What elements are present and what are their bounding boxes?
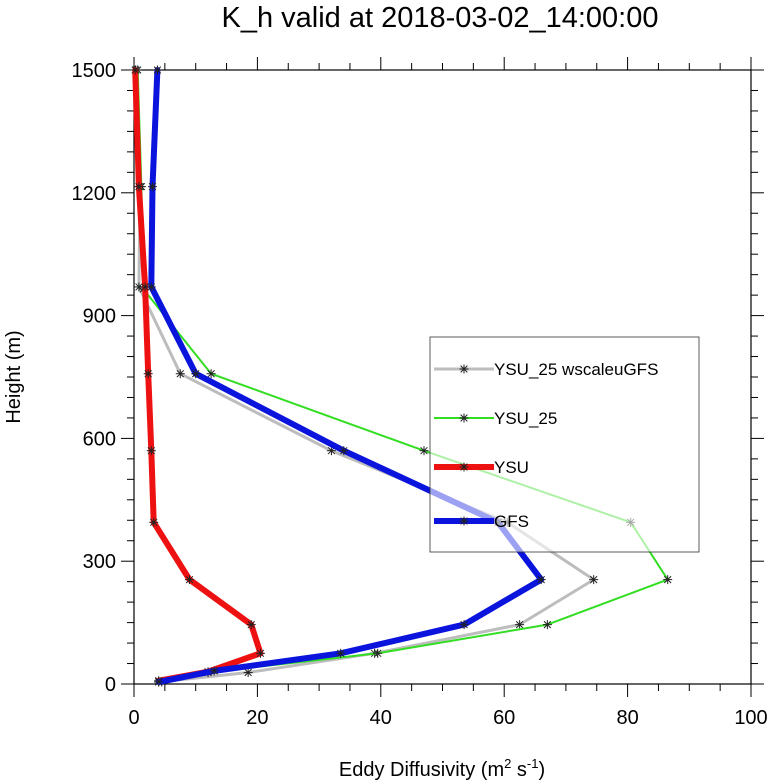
series-point-2 bbox=[134, 182, 144, 192]
series-point-3 bbox=[536, 575, 546, 585]
y-tick-label: 900 bbox=[83, 306, 116, 328]
series-point-1 bbox=[373, 648, 383, 658]
legend: YSU_25 wscaleuGFS YSU_25 YSU GFS bbox=[429, 336, 700, 553]
series-point-3 bbox=[459, 620, 469, 630]
x-axis-label-sup1: 2 bbox=[504, 756, 511, 771]
series-point-3 bbox=[152, 65, 162, 75]
series-point-0 bbox=[589, 575, 599, 585]
y-tick-label: 1500 bbox=[72, 60, 117, 82]
x-tick-label: 80 bbox=[616, 707, 638, 729]
series-point-0 bbox=[243, 668, 253, 678]
series-point-2 bbox=[246, 620, 256, 630]
legend-items: YSU_25 wscaleuGFS YSU_25 YSU GFS bbox=[434, 360, 658, 531]
y-tick-label: 600 bbox=[83, 428, 116, 450]
series-point-3 bbox=[148, 182, 158, 192]
series-point-2 bbox=[146, 446, 156, 456]
series-point-3 bbox=[336, 648, 346, 658]
legend-label: YSU bbox=[494, 458, 529, 477]
series-point-2 bbox=[185, 575, 195, 585]
tick-labels: 0 20 40 60 80 100 0 300 600 900 1200 1500 bbox=[72, 60, 768, 729]
axis-ticks bbox=[121, 57, 764, 697]
legend-box bbox=[429, 336, 700, 553]
series-point-2 bbox=[255, 648, 265, 658]
y-axis-label: Height (m) bbox=[3, 330, 25, 423]
series-point-1 bbox=[542, 620, 552, 630]
x-axis-label-sup2: -1 bbox=[527, 756, 539, 771]
legend-label: YSU_25 bbox=[494, 409, 557, 428]
series-point-2 bbox=[149, 517, 159, 527]
series-point-3 bbox=[191, 369, 201, 379]
series-point-3 bbox=[339, 446, 349, 456]
legend-marker bbox=[459, 462, 469, 472]
x-tick-label: 60 bbox=[493, 707, 515, 729]
series-point-3 bbox=[209, 666, 219, 676]
x-tick-label: 0 bbox=[128, 707, 139, 729]
x-axis-label: Eddy Diffusivity (m2 s-1) bbox=[339, 756, 545, 781]
legend-marker bbox=[459, 516, 469, 526]
y-tick-label: 0 bbox=[105, 674, 116, 696]
x-axis-label-end: ) bbox=[538, 759, 545, 781]
y-tick-label: 300 bbox=[83, 551, 116, 573]
series-point-0 bbox=[175, 369, 185, 379]
series-point-3 bbox=[146, 282, 156, 292]
x-tick-label: 20 bbox=[246, 707, 268, 729]
legend-label: GFS bbox=[494, 512, 529, 531]
x-tick-label: 100 bbox=[734, 707, 767, 729]
series-point-3 bbox=[154, 677, 164, 687]
legend-marker bbox=[459, 364, 469, 374]
series-point-2 bbox=[143, 369, 153, 379]
x-tick-label: 40 bbox=[370, 707, 392, 729]
legend-marker bbox=[459, 413, 469, 423]
x-axis-label-mid: s bbox=[511, 759, 527, 781]
series-point-0 bbox=[515, 620, 525, 630]
series-point-1 bbox=[206, 369, 216, 379]
series-point-1 bbox=[419, 446, 429, 456]
legend-label: YSU_25 wscaleuGFS bbox=[494, 360, 658, 379]
series-point-1 bbox=[663, 575, 673, 585]
x-axis-label-units: (m bbox=[481, 759, 504, 781]
y-tick-label: 1200 bbox=[72, 183, 117, 205]
x-axis-label-text: Eddy Diffusivity bbox=[339, 759, 475, 781]
chart-title: K_h valid at 2018-03-02_14:00:00 bbox=[222, 2, 659, 34]
series-point-2 bbox=[130, 65, 140, 75]
